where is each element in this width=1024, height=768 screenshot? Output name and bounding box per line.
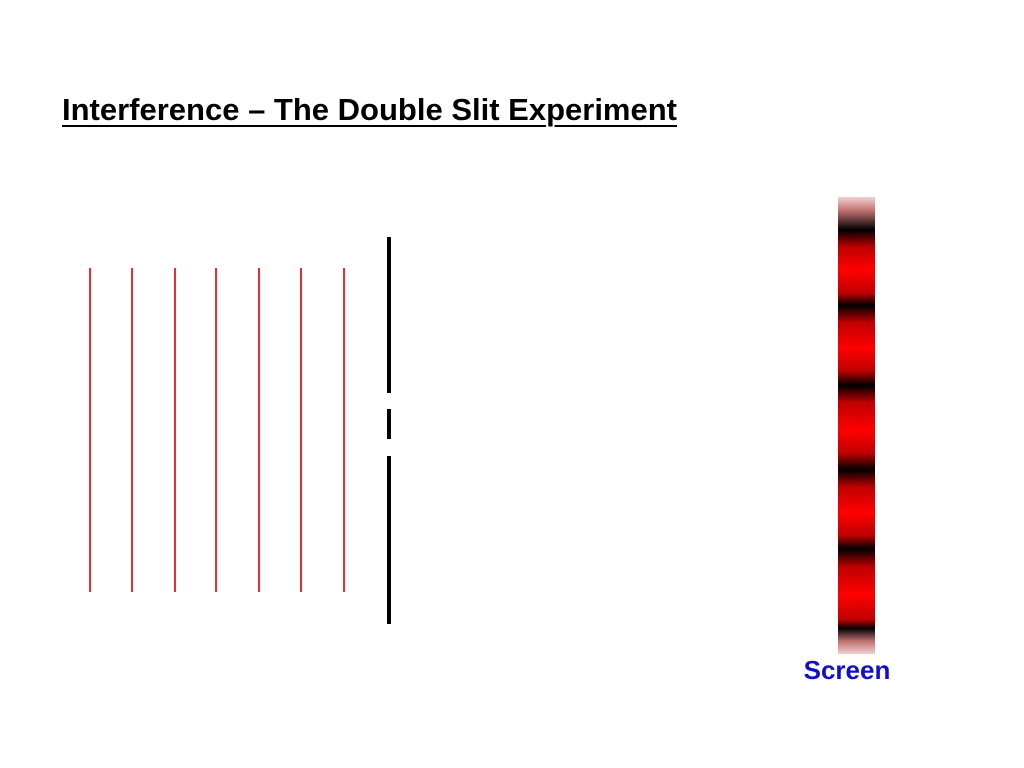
incident-wavefronts [89, 268, 345, 592]
screen-label: Screen [803, 655, 891, 685]
interference-screen [838, 197, 875, 654]
slide-title: Interference – The Double Slit Experimen… [62, 92, 677, 127]
